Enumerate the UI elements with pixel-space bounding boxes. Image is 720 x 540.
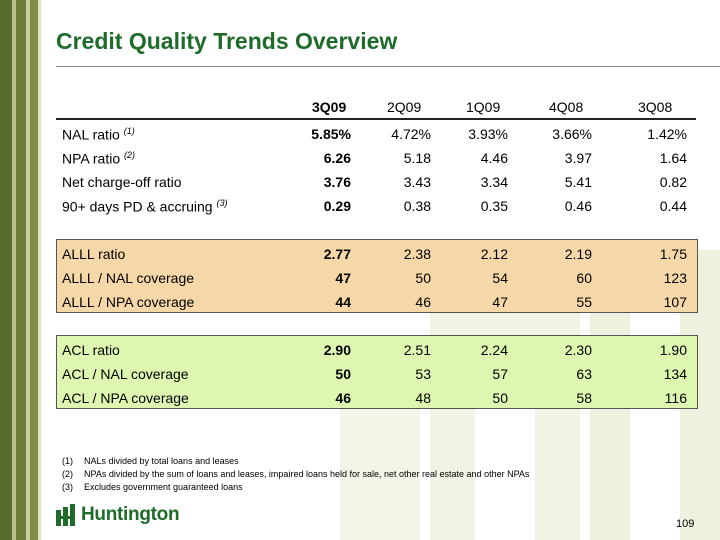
column-header: 3Q09 — [312, 99, 347, 115]
column-header: 2Q09 — [387, 99, 422, 115]
footnote-ref: (2) — [124, 150, 135, 160]
table-cell: 4.72% — [391, 126, 431, 142]
table-cell: 58 — [576, 390, 592, 406]
column-header: 3Q08 — [638, 99, 673, 115]
table-cell: 3.43 — [403, 174, 431, 190]
table-cell: 0.38 — [403, 198, 431, 214]
table-row: Net charge-off ratio 3.76 3.43 3.34 5.41 0.82 — [56, 170, 696, 194]
table-cell: 123 — [663, 270, 687, 286]
table-cell: 2.51 — [403, 342, 431, 358]
page-title: Credit Quality Trends Overview — [56, 28, 398, 54]
table-cell: 53 — [415, 366, 431, 382]
table-cell: 107 — [663, 294, 687, 310]
table-cell: 116 — [664, 390, 687, 406]
table-row: ACL / NAL coverage 50 53 57 63 134 — [56, 362, 696, 386]
footnotes: (1) NALs divided by total loans and lease… — [62, 455, 529, 494]
table-cell: 2.30 — [564, 342, 592, 358]
table-row: ACL / NPA coverage 46 48 50 58 116 — [56, 386, 696, 410]
table-cell: 2.19 — [564, 246, 592, 262]
footnote: (2) NPAs divided by the sum of loans and … — [62, 469, 530, 479]
table-cell: 1.75 — [659, 246, 687, 262]
table-cell: 2.12 — [480, 246, 508, 262]
table-cell: 0.44 — [659, 198, 687, 214]
table-cell: 1.42% — [647, 126, 687, 142]
footnote-ref: (3) — [216, 198, 228, 208]
header-divider — [56, 118, 696, 120]
footnote: (1) NALs divided by total loans and lease… — [62, 456, 239, 466]
table-cell: 134 — [663, 366, 687, 382]
table-cell: 50 — [335, 366, 351, 382]
table-row: 90+ days PD & accruing (3) 0.29 0.38 0.35 0.… — [56, 194, 696, 218]
row-label: 90+ days PD & accruing (3) — [62, 198, 228, 215]
table-cell: 1.64 — [659, 150, 687, 166]
table-cell: 0.46 — [564, 198, 592, 214]
table-cell: 5.41 — [564, 174, 592, 190]
table-cell: 6.26 — [323, 150, 351, 166]
huntington-logo-icon — [56, 504, 75, 526]
row-label: ALLL ratio — [62, 246, 126, 262]
table-cell: 2.24 — [480, 342, 508, 358]
table-cell: 54 — [492, 270, 508, 286]
row-label: ACL ratio — [62, 342, 120, 358]
table-cell: 5.85% — [311, 126, 351, 142]
row-label: Net charge-off ratio — [62, 174, 182, 190]
column-header: 1Q09 — [466, 99, 501, 115]
table-cell: 46 — [335, 390, 351, 406]
row-label: NPA ratio (2) — [62, 150, 135, 167]
table-cell: 47 — [492, 294, 508, 310]
table-cell: 46 — [415, 294, 431, 310]
table-row: ACL ratio 2.90 2.51 2.24 2.30 1.90 — [56, 338, 696, 362]
table-cell: 50 — [492, 390, 508, 406]
table-cell: 55 — [576, 294, 592, 310]
page-number: 109 — [676, 518, 695, 530]
footnote-ref: (1) — [123, 126, 135, 136]
logo-text: Huntington — [81, 504, 180, 525]
table-cell: 0.35 — [480, 198, 508, 214]
title-divider — [56, 66, 720, 67]
table-cell: 2.77 — [323, 246, 351, 262]
table-cell: 1.90 — [659, 342, 687, 358]
row-label: ACL / NPA coverage — [62, 390, 189, 406]
table-cell: 5.18 — [403, 150, 431, 166]
table-cell: 63 — [576, 366, 592, 382]
row-label: ALLL / NAL coverage — [62, 270, 195, 286]
row-label: ALLL / NPA coverage — [62, 294, 195, 310]
table-row: NPA ratio (2) 6.26 5.18 4.46 3.97 1.64 — [56, 146, 696, 170]
decorative-side-bars — [0, 0, 44, 540]
table-cell: 60 — [576, 270, 592, 286]
table-row: NAL ratio (1) 5.85% 4.72% 3.93% 3.66% 1.42% — [56, 122, 696, 146]
table-cell: 2.38 — [403, 246, 431, 262]
table-row: ALLL / NPA coverage 44 46 47 55 107 — [56, 290, 696, 314]
table-cell: 50 — [415, 270, 431, 286]
table-cell: 3.97 — [564, 150, 592, 166]
alll-section-box — [56, 239, 698, 313]
column-header: 4Q08 — [549, 99, 584, 115]
table-cell: 0.82 — [659, 174, 687, 190]
table-row: ALLL / NAL coverage 47 50 54 60 123 — [56, 266, 696, 290]
table-cell: 3.34 — [480, 174, 508, 190]
table-cell: 3.76 — [323, 174, 351, 190]
table-cell: 47 — [335, 270, 351, 286]
table-cell: 3.93% — [468, 126, 508, 142]
footnote: (3) Excludes government guaranteed loans — [62, 482, 243, 492]
table-cell: 44 — [335, 294, 351, 310]
table-cell: 57 — [492, 366, 508, 382]
table-header: 3Q09 2Q09 1Q09 4Q08 3Q08 — [56, 99, 696, 119]
table-cell: 48 — [415, 390, 431, 406]
row-label: ACL / NAL coverage — [62, 366, 189, 382]
table-cell: 0.29 — [323, 198, 351, 214]
table-cell: 3.66% — [552, 126, 592, 142]
table-row: ALLL ratio 2.77 2.38 2.12 2.19 1.75 — [56, 242, 696, 266]
table-cell: 2.90 — [323, 342, 351, 358]
row-label: NAL ratio (1) — [62, 126, 135, 143]
acl-section-box — [56, 335, 698, 409]
table-cell: 4.46 — [480, 150, 508, 166]
huntington-logo: Huntington — [56, 503, 180, 527]
